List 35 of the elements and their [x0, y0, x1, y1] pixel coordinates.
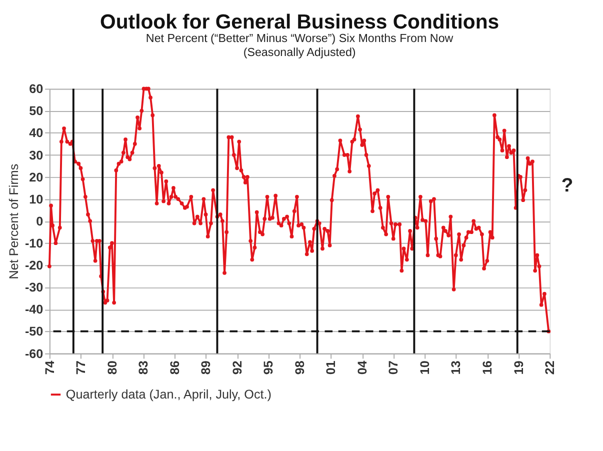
chart-subtitle: Net Percent (“Better” Minus “Worse”) Six Months From Now (Seasonally Adjusted): [146, 32, 454, 59]
x-tick-label: 04: [355, 360, 370, 375]
x-tick-label: 95: [262, 360, 276, 375]
y-tick-label: 0: [36, 214, 44, 228]
y-tick-label: 10: [29, 192, 44, 206]
y-tick-label: -20: [24, 258, 44, 273]
x-tick-label: 07: [386, 360, 401, 375]
y-tick-label: 50: [29, 104, 44, 118]
y-tick-label: 60: [29, 82, 44, 96]
y-tick-label: -10: [24, 236, 44, 250]
legend-label: Quarterly data (Jan., April, July, Oct.): [66, 387, 272, 402]
x-tick-label: 19: [512, 360, 526, 375]
x-tick-label: 80: [105, 360, 120, 375]
x-tick-label: 01: [324, 360, 338, 375]
y-tick-label: -60: [24, 346, 44, 361]
y-tick-label: -50: [24, 324, 44, 339]
chart-title: Outlook for General Business Conditions: [100, 12, 500, 34]
text: ?: [561, 174, 574, 196]
y-tick-label: -40: [24, 302, 44, 317]
y-tick-label: 40: [29, 126, 44, 140]
x-tick-label: 92: [230, 360, 244, 375]
y-tick-label: 20: [29, 170, 44, 184]
x-tick-label: 77: [74, 360, 88, 375]
x-tick-label: 16: [480, 360, 495, 375]
y-tick-label: -30: [24, 280, 44, 295]
x-tick-label: 98: [292, 360, 307, 375]
y-tick-label: 30: [29, 148, 44, 162]
x-tick-label: 83: [136, 360, 151, 375]
x-tick-label: 22: [543, 360, 558, 375]
x-tick-label: 89: [199, 360, 214, 375]
x-tick-label: 74: [42, 360, 57, 375]
x-tick-label: 13: [449, 360, 464, 375]
x-tick-label: 86: [168, 360, 182, 375]
y-axis-title: Net Percent of Firms: [7, 164, 22, 280]
x-tick-label: 10: [418, 360, 432, 375]
